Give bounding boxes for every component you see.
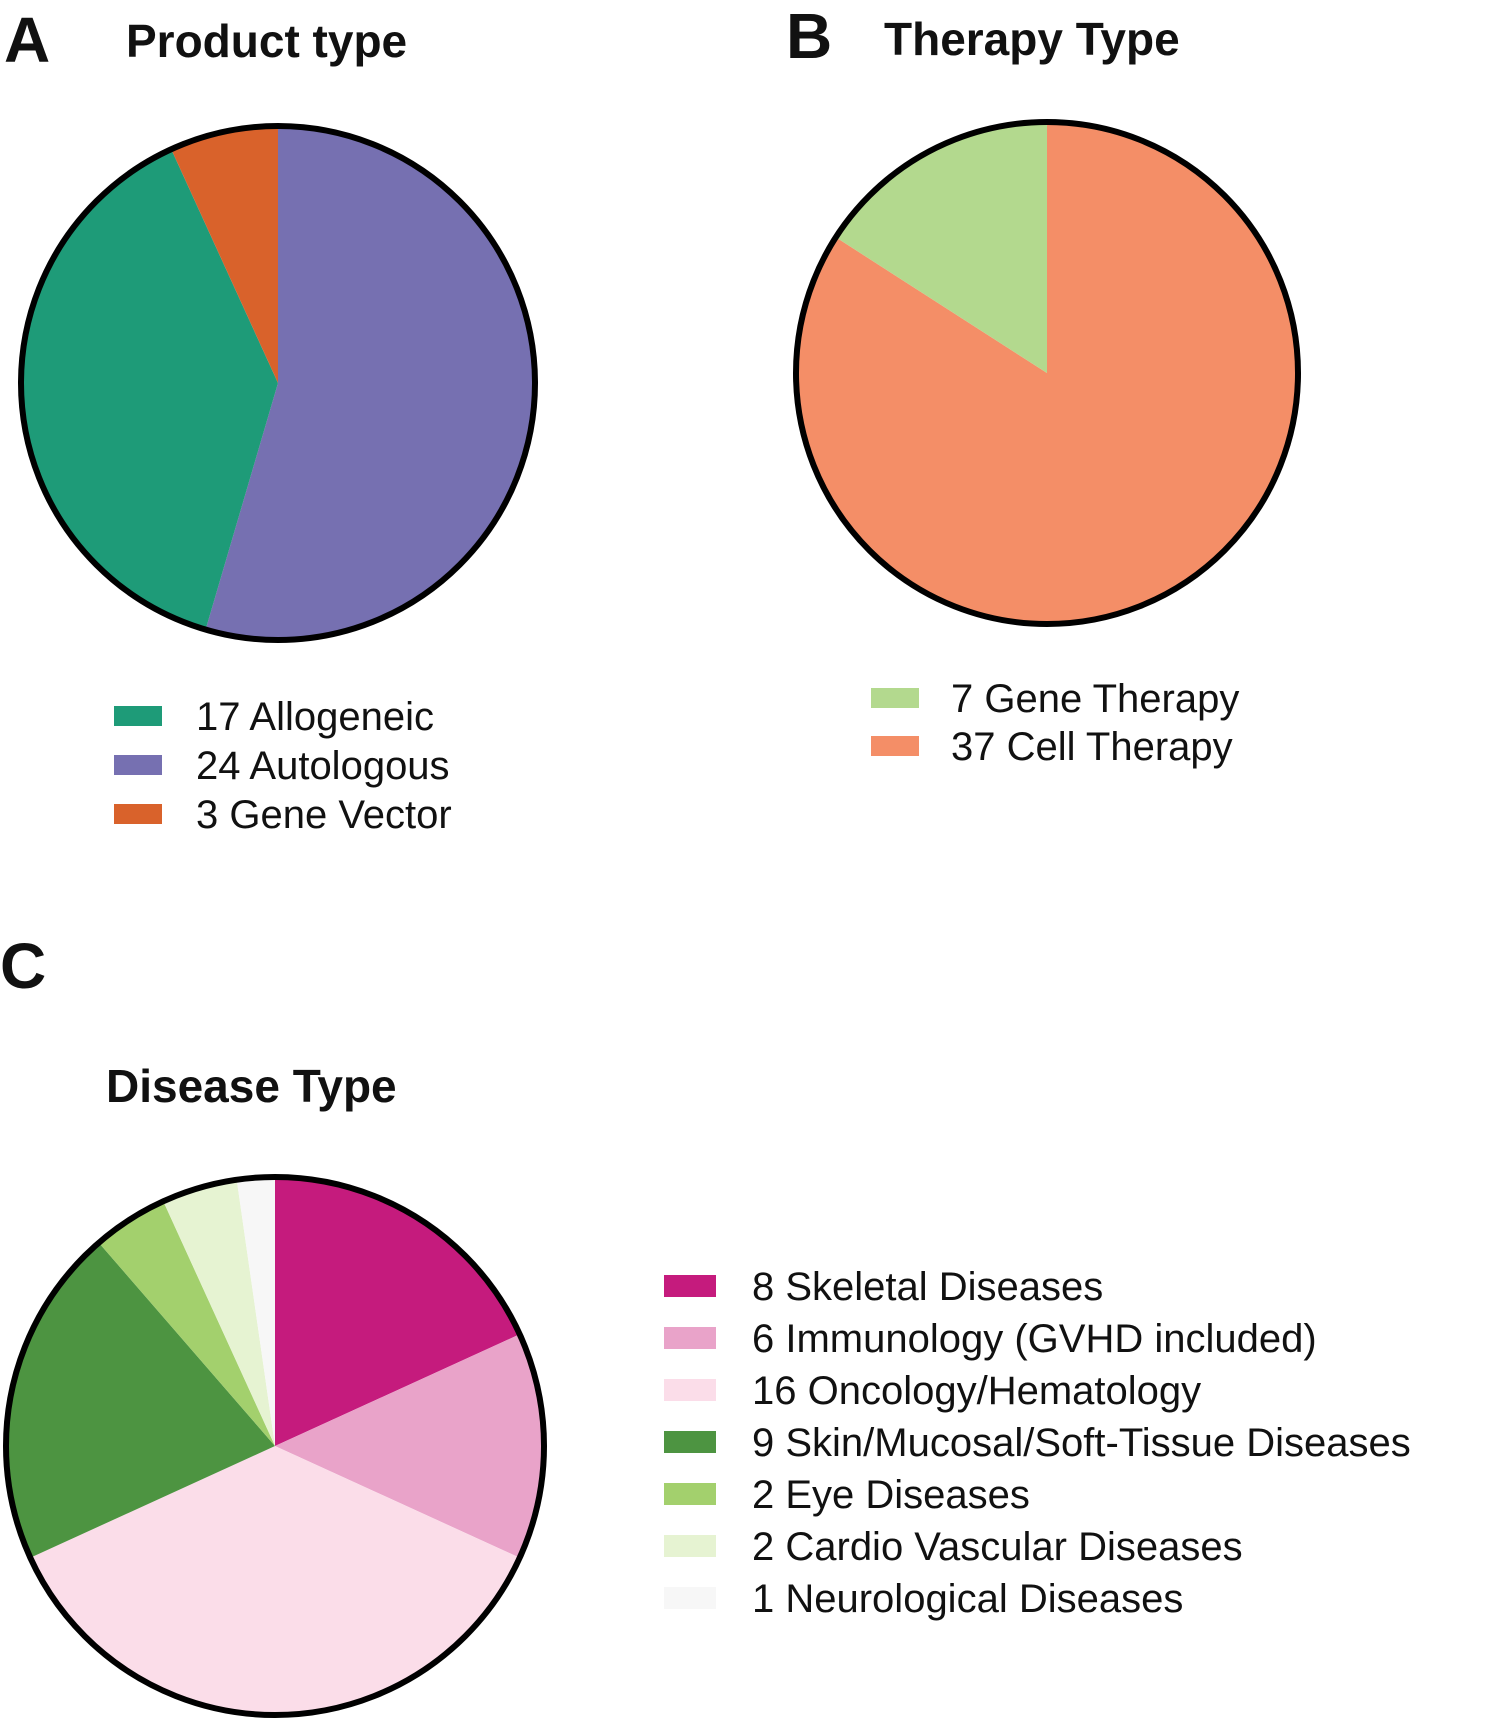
legend-label-2-eye-diseases: 2 Eye Diseases: [752, 1473, 1030, 1517]
pie-slice-16-oncology-hematology: [30, 1446, 520, 1715]
pie-c: [3, 1174, 547, 1718]
pie-slice-17-allogeneic: [20, 149, 279, 630]
legend-c: 8 Skeletal Diseases 6 Immunology (GVHD in…: [664, 1265, 1411, 1621]
panel-c-letter: C: [0, 930, 46, 1002]
pie-slice-1-neurological-diseases: [236, 1177, 275, 1446]
legend-label-6-immunology-gvhd-included: 6 Immunology (GVHD included): [752, 1317, 1317, 1361]
legend-label-8-skeletal-diseases: 8 Skeletal Diseases: [752, 1265, 1103, 1309]
legend-swatch-17-allogeneic: [114, 706, 162, 726]
legend-swatch-24-autologous: [114, 755, 162, 775]
legend-swatch-2-cardio-vascular-diseases: [664, 1535, 716, 1557]
panel-c-title: Disease Type: [106, 1060, 397, 1112]
legend-label-2-cardio-vascular-diseases: 2 Cardio Vascular Diseases: [752, 1525, 1243, 1569]
pie-outline: [793, 119, 1301, 627]
panel-b-letter: B: [786, 0, 832, 72]
legend-a: 17 Allogeneic 24 Autologous 3 Gene Vector: [114, 695, 452, 837]
pie-slice-3-gene-vector: [171, 126, 278, 383]
legend-label-7-gene-therapy: 7 Gene Therapy: [951, 677, 1239, 721]
legend-label-3-gene-vector: 3 Gene Vector: [196, 793, 452, 837]
legend-swatch-7-gene-therapy: [871, 688, 919, 708]
pie-slice-7-gene-therapy: [835, 121, 1047, 373]
legend-swatch-9-skin-mucosal-soft-tissue-diseases: [664, 1431, 716, 1453]
legend-swatch-2-eye-diseases: [664, 1483, 716, 1505]
legend-label-24-autologous: 24 Autologous: [196, 744, 450, 788]
pie-outline: [18, 123, 538, 643]
legend-swatch-8-skeletal-diseases: [664, 1275, 716, 1297]
pie-slice-2-cardio-vascular-diseases: [163, 1179, 275, 1446]
panel-b-title: Therapy Type: [884, 13, 1180, 65]
legend-swatch-6-immunology-gvhd-included: [664, 1327, 716, 1349]
pie-slice-6-immunology-gvhd-included: [275, 1334, 544, 1558]
legend-label-16-oncology-hematology: 16 Oncology/Hematology: [752, 1369, 1201, 1413]
legend-label-9-skin-mucosal-soft-tissue-diseases: 9 Skin/Mucosal/Soft-Tissue Diseases: [752, 1421, 1411, 1465]
panel-a: A Product type 17 Allogeneic 24 Autologou…: [4, 4, 538, 837]
legend-swatch-16-oncology-hematology: [664, 1379, 716, 1401]
legend-swatch-3-gene-vector: [114, 804, 162, 824]
legend-label-37-cell-therapy: 37 Cell Therapy: [951, 725, 1233, 769]
panel-a-title: Product type: [126, 15, 407, 67]
pie-a: [18, 123, 538, 643]
pie-outline: [3, 1174, 547, 1718]
pie-slice-24-autologous: [205, 126, 535, 641]
panel-c: C Disease Type 8 Skeletal Diseases 6 Immu…: [0, 930, 1411, 1718]
panel-a-letter: A: [4, 4, 50, 76]
pie-slice-2-eye-diseases: [98, 1201, 275, 1446]
legend-swatch-1-neurological-diseases: [664, 1587, 716, 1609]
pie-b: [793, 119, 1301, 627]
legend-swatch-37-cell-therapy: [871, 736, 919, 756]
legend-label-1-neurological-diseases: 1 Neurological Diseases: [752, 1577, 1183, 1621]
pie-slice-9-skin-mucosal-soft-tissue-diseases: [6, 1242, 275, 1558]
legend-label-17-allogeneic: 17 Allogeneic: [196, 695, 434, 739]
pie-slice-8-skeletal-diseases: [275, 1177, 520, 1446]
